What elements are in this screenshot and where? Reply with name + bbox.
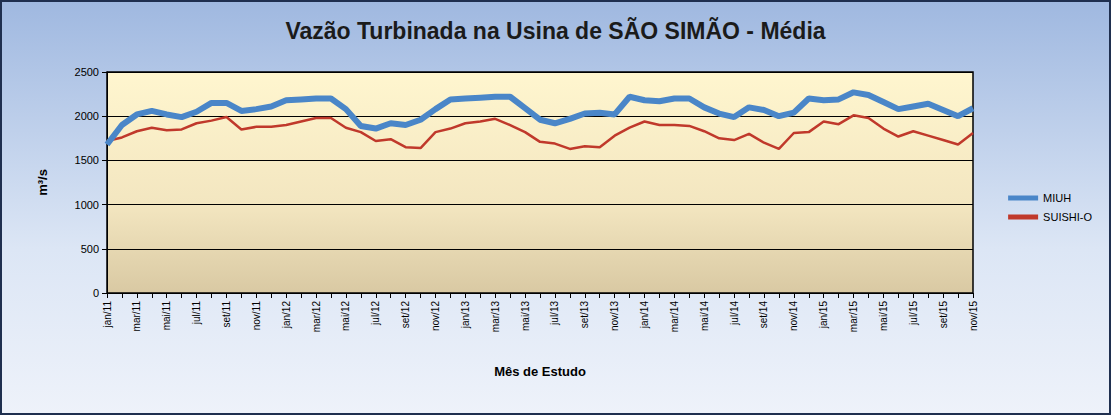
svg-text:jan/15: jan/15 xyxy=(818,301,829,330)
svg-text:jan/14: jan/14 xyxy=(639,301,650,330)
svg-text:SUISHI-O: SUISHI-O xyxy=(1043,211,1092,223)
svg-text:jul/11: jul/11 xyxy=(191,301,202,326)
svg-text:jul/13: jul/13 xyxy=(549,301,560,326)
svg-text:jan/11: jan/11 xyxy=(102,301,113,329)
svg-text:mai/15: mai/15 xyxy=(878,301,889,331)
svg-text:jul/14: jul/14 xyxy=(729,301,740,326)
svg-text:nov/13: nov/13 xyxy=(609,301,620,331)
svg-text:mar/15: mar/15 xyxy=(848,301,859,333)
svg-text:set/13: set/13 xyxy=(579,301,590,329)
svg-text:mar/14: mar/14 xyxy=(669,301,680,333)
svg-text:set/11: set/11 xyxy=(221,301,232,328)
svg-text:m³/s: m³/s xyxy=(35,169,50,196)
svg-text:1500: 1500 xyxy=(75,154,99,166)
svg-text:set/15: set/15 xyxy=(938,301,949,329)
svg-text:nov/14: nov/14 xyxy=(788,301,799,331)
svg-text:2000: 2000 xyxy=(75,110,99,122)
svg-text:nov/12: nov/12 xyxy=(430,301,441,331)
svg-text:jan/12: jan/12 xyxy=(281,301,292,330)
svg-text:MIUH: MIUH xyxy=(1043,192,1071,204)
svg-text:mai/14: mai/14 xyxy=(699,301,710,331)
svg-text:0: 0 xyxy=(93,287,99,299)
svg-text:mar/11: mar/11 xyxy=(131,301,142,332)
svg-text:mai/11: mai/11 xyxy=(161,301,172,331)
svg-text:500: 500 xyxy=(81,243,99,255)
svg-text:set/14: set/14 xyxy=(758,301,769,329)
svg-text:jan/13: jan/13 xyxy=(460,301,471,330)
svg-text:2500: 2500 xyxy=(75,66,99,78)
svg-text:mar/13: mar/13 xyxy=(490,301,501,333)
svg-text:mar/12: mar/12 xyxy=(311,301,322,333)
svg-text:nov/15: nov/15 xyxy=(968,301,979,331)
svg-text:Vazão Turbinada na Usina de SÃ: Vazão Turbinada na Usina de SÃO SIMÃO - … xyxy=(285,17,825,44)
svg-text:jul/12: jul/12 xyxy=(370,301,381,326)
svg-text:mai/13: mai/13 xyxy=(520,301,531,331)
svg-text:1000: 1000 xyxy=(75,199,99,211)
svg-text:set/12: set/12 xyxy=(400,301,411,329)
svg-text:Mês de Estudo: Mês de Estudo xyxy=(494,364,586,379)
svg-text:mai/12: mai/12 xyxy=(340,301,351,331)
svg-text:jul/15: jul/15 xyxy=(908,301,919,326)
svg-text:nov/11: nov/11 xyxy=(251,301,262,331)
